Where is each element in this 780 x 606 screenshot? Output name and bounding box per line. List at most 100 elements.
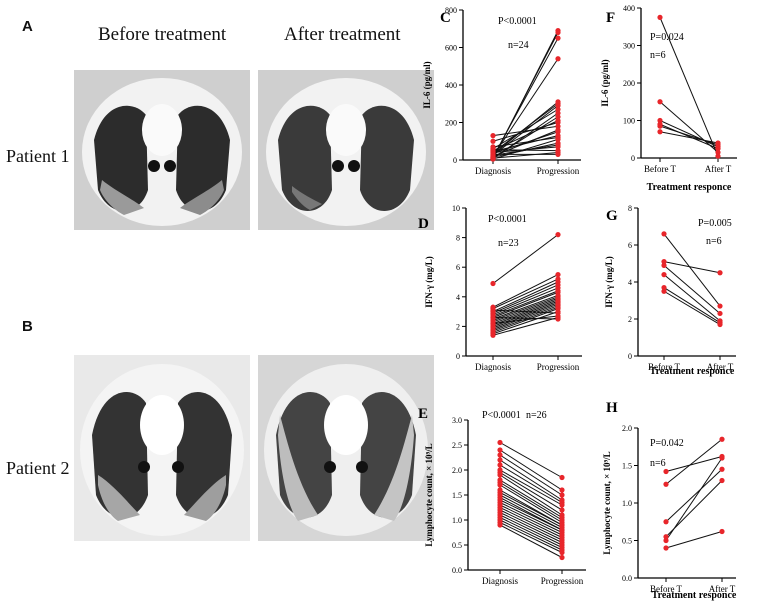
point-after-f-5 <box>715 140 721 146</box>
point-after-d-22 <box>555 316 561 322</box>
pair-line-d-19 <box>492 309 559 314</box>
pair-line-e-19 <box>499 509 563 541</box>
point-before-h-4 <box>663 537 669 544</box>
y-tick-label-c-1: 200 <box>445 119 457 128</box>
y-tick-label-g-3: 6 <box>628 241 632 250</box>
column-title-after: After treatment <box>284 24 401 45</box>
point-after-d-0 <box>555 232 561 238</box>
y-tick-label-h-2: 1.0 <box>622 499 632 508</box>
point-before-h-0 <box>663 468 669 475</box>
point-before-c-12 <box>490 133 496 139</box>
point-after-e-6 <box>559 507 565 513</box>
y-tick-label-f-2: 200 <box>623 79 635 88</box>
point-after-c-7 <box>555 106 561 112</box>
point-after-h-2 <box>719 466 725 472</box>
pair-line-g-3 <box>663 274 721 322</box>
annotation-e-0: P<0.0001 <box>482 410 521 421</box>
patient-2-label: Patient 2 <box>6 458 70 478</box>
point-after-e-0 <box>559 474 565 481</box>
ct-scan-patient1-before <box>74 70 250 230</box>
panel-label-f: F <box>606 10 615 26</box>
pair-line-e-22 <box>499 517 563 548</box>
pair-line-c-9 <box>492 116 559 159</box>
pair-line-e-0 <box>499 442 563 478</box>
pair-line-f-4 <box>659 125 719 146</box>
point-before-g-4 <box>661 284 667 291</box>
pair-line-c-15 <box>492 135 559 153</box>
pair-line-c-2 <box>492 37 559 158</box>
chart-e-lymphocyte-diagnosis-progression: E 0.0 0.5 1.0 1.5 2.0 2.5 3.0 Diagnosis Progressi… <box>418 406 586 586</box>
panel-label-d: D <box>418 216 429 232</box>
pair-line-d-22 <box>492 317 559 320</box>
panel-label-h: H <box>606 400 618 416</box>
y-tick-label-g-1: 2 <box>628 315 632 324</box>
pair-line-d-21 <box>492 317 559 336</box>
chart-h-lymphocyte-treatment: H 0.0 0.5 1.0 1.5 2.0 Before T After TTreatment… <box>602 400 737 601</box>
pair-line-d-9 <box>492 296 559 321</box>
pair-line-d-18 <box>492 311 559 335</box>
pair-line-e-5 <box>499 469 563 506</box>
x-axis-label-f: Treatment responce <box>647 182 732 193</box>
y-tick-label-e-4: 2.0 <box>452 466 462 475</box>
point-before-f-1 <box>657 99 663 105</box>
y-axis-label-f: IL-6 (pg/ml) <box>600 59 610 106</box>
x-tick-label-h-0: Before T <box>650 584 683 594</box>
ct-scan-patient1-after <box>258 70 434 230</box>
annotation-h-1: n=6 <box>650 458 666 469</box>
point-before-h-5 <box>663 545 669 551</box>
point-after-c-6 <box>555 103 561 109</box>
point-after-c-9 <box>555 114 561 120</box>
pair-line-d-15 <box>492 305 559 330</box>
point-after-c-8 <box>555 110 561 116</box>
pair-line-c-21 <box>492 149 559 152</box>
pair-line-d-12 <box>492 300 559 326</box>
point-after-e-24 <box>559 549 565 556</box>
pair-line-e-23 <box>499 519 563 551</box>
y-tick-label-h-3: 1.5 <box>622 462 632 471</box>
pair-line-e-6 <box>499 472 563 511</box>
point-before-e-2 <box>497 452 503 458</box>
pair-line-d-4 <box>492 284 559 314</box>
annotation-f-0: P=0.024 <box>650 32 684 43</box>
pair-line-d-14 <box>492 303 559 329</box>
annotation-e-1: n=26 <box>526 410 547 421</box>
pair-line-e-25 <box>499 524 563 558</box>
pair-line-h-5 <box>665 531 723 549</box>
point-before-g-3 <box>661 272 667 278</box>
point-before-c-22 <box>490 155 496 161</box>
pair-line-e-1 <box>499 449 563 491</box>
pair-line-e-17 <box>499 504 563 536</box>
point-after-h-1 <box>719 436 725 442</box>
pair-line-e-15 <box>499 499 563 531</box>
point-before-f-0 <box>657 14 663 20</box>
point-after-g-2 <box>717 310 723 317</box>
pair-line-e-2 <box>499 454 563 496</box>
chart-f-il6-treatment: F 0 100 200 300 400 Before T After T Treatment r… <box>600 4 737 193</box>
pair-line-f-3 <box>659 123 719 150</box>
column-title-before: Before treatment <box>98 24 227 45</box>
point-before-c-23 <box>490 151 496 157</box>
pair-line-c-12 <box>492 125 559 137</box>
y-tick-label-h-4: 2.0 <box>622 424 632 433</box>
pair-line-e-12 <box>499 492 563 526</box>
point-before-e-7 <box>497 472 503 478</box>
pair-line-d-7 <box>492 291 559 318</box>
y-tick-label-c-3: 600 <box>445 44 457 53</box>
pair-line-e-20 <box>499 512 563 543</box>
annotation-f-1: n=6 <box>650 50 666 61</box>
pair-line-c-16 <box>492 137 559 148</box>
y-tick-label-g-4: 8 <box>628 204 632 213</box>
point-after-f-3 <box>715 146 721 152</box>
x-axis-label-h: Treatment responce <box>652 590 737 601</box>
annotation-d-0: P<0.0001 <box>488 214 527 225</box>
x-tick-label-d-1: Progression <box>537 362 580 372</box>
annotation-g-0: P=0.005 <box>698 218 732 229</box>
pair-line-f-5 <box>659 131 719 144</box>
point-before-e-0 <box>497 439 503 446</box>
pair-line-e-3 <box>499 459 563 501</box>
x-tick-label-f-0: Before T <box>644 164 677 174</box>
patient-1-label: Patient 1 <box>6 146 70 166</box>
pair-line-f-0 <box>659 17 719 157</box>
y-tick-label-c-0: 0 <box>453 156 457 165</box>
annotation-d-1: n=23 <box>498 238 519 249</box>
